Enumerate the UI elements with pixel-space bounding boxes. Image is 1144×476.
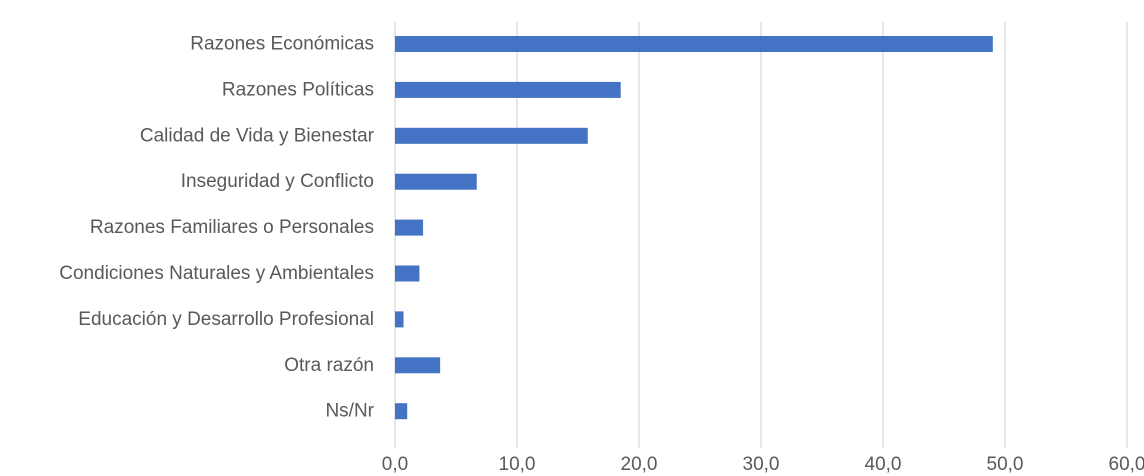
category-label: Razones Económicas bbox=[190, 34, 374, 55]
bar bbox=[395, 36, 993, 52]
x-tick-label: 50,0 bbox=[987, 454, 1024, 475]
category-label: Razones Familiares o Personales bbox=[90, 217, 374, 238]
bars bbox=[395, 36, 993, 420]
category-label: Inseguridad y Conflicto bbox=[181, 171, 374, 192]
category-label: Educación y Desarrollo Profesional bbox=[78, 309, 374, 330]
bar bbox=[395, 357, 441, 374]
x-tick-label: 30,0 bbox=[743, 454, 780, 475]
x-tick-label: 10,0 bbox=[499, 454, 536, 475]
bar bbox=[395, 219, 424, 236]
category-label: Ns/Nr bbox=[325, 401, 374, 422]
bar bbox=[395, 173, 477, 190]
x-axis-tick-labels: 0,0 10,0 20,0 30,0 40,0 50,0 60,0 bbox=[382, 454, 1144, 475]
category-label: Razones Políticas bbox=[222, 79, 374, 100]
category-label: Calidad de Vida y Bienestar bbox=[140, 125, 375, 146]
x-tick-label: 20,0 bbox=[621, 454, 658, 475]
x-tick-label: 40,0 bbox=[865, 454, 902, 475]
bar bbox=[395, 311, 404, 328]
category-label: Condiciones Naturales y Ambientales bbox=[59, 263, 374, 284]
bar bbox=[395, 81, 621, 98]
bar bbox=[395, 127, 588, 144]
bar bbox=[395, 265, 420, 282]
category-labels: Razones Económicas Razones Políticas Calid… bbox=[59, 34, 374, 422]
bar bbox=[395, 403, 408, 420]
x-tick-label: 0,0 bbox=[382, 454, 408, 475]
category-label: Otra razón bbox=[284, 355, 374, 376]
x-tick-label: 60,0 bbox=[1109, 454, 1144, 475]
